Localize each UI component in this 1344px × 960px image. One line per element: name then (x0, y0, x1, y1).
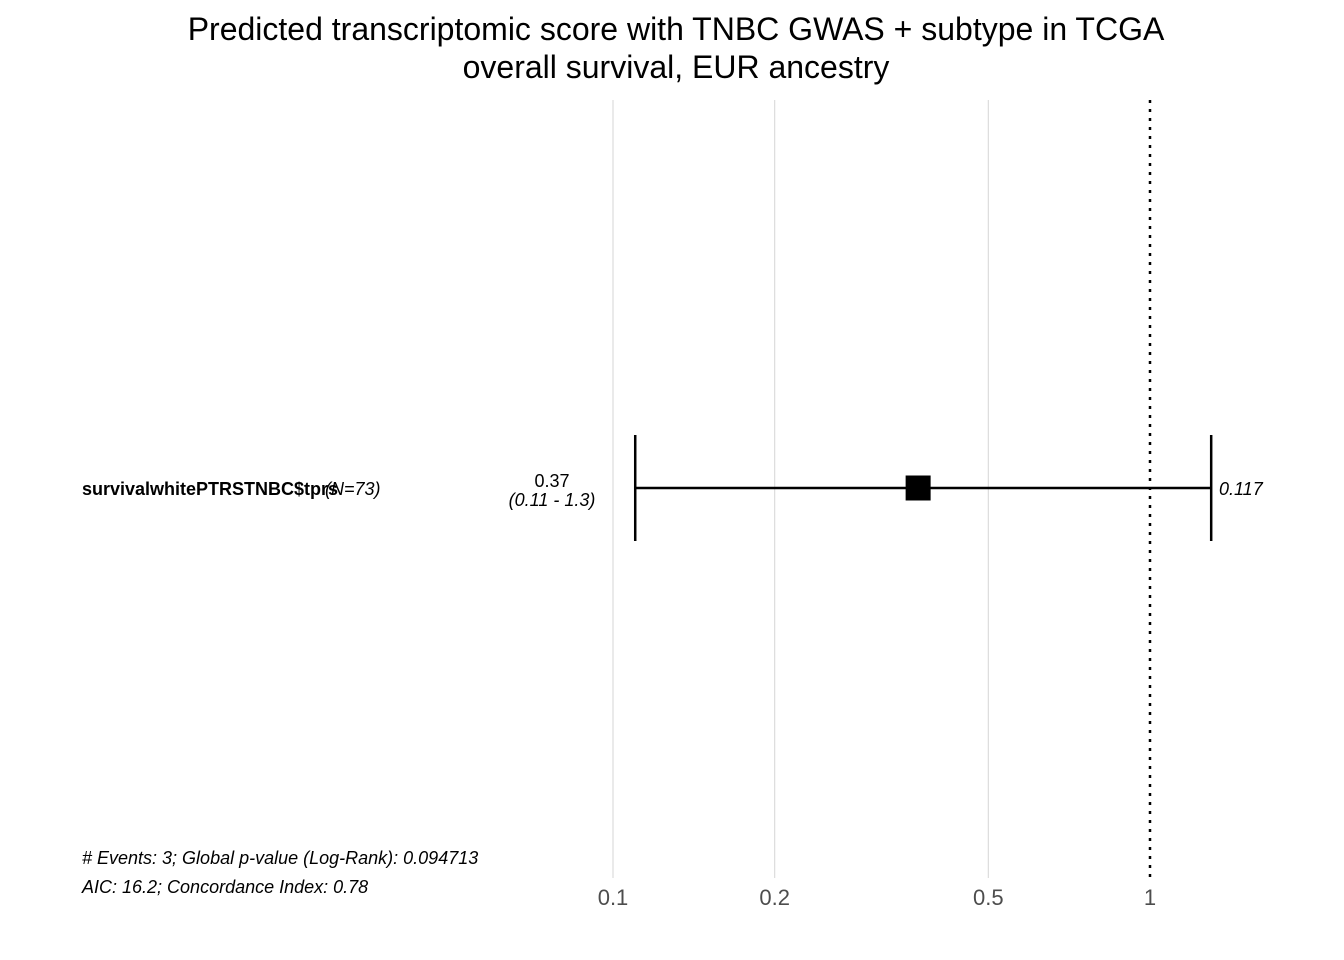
x-tick-label: 0.5 (973, 885, 1004, 910)
footnote-aic: AIC: 16.2; Concordance Index: 0.78 (81, 877, 368, 897)
x-tick-label: 1 (1144, 885, 1156, 910)
row-estimate-label: 0.37 (534, 471, 569, 491)
row-variable-label: survivalwhitePTRSTNBC$tprs (82, 479, 338, 499)
row-ci-label: (0.11 - 1.3) (509, 490, 596, 510)
chart-title-line-2: overall survival, EUR ancestry (463, 49, 890, 85)
row-n-label: (N=73) (325, 479, 381, 499)
x-tick-label: 0.1 (598, 885, 629, 910)
estimate-point (905, 475, 931, 501)
forest-rows: survivalwhitePTRSTNBC$tprs(N=73) 0.37(0.1… (82, 435, 1264, 541)
forest-row: survivalwhitePTRSTNBC$tprs(N=73) 0.37(0.1… (82, 435, 1264, 541)
chart-title-line-1: Predicted transcriptomic score with TNBC… (188, 11, 1165, 47)
x-tick-label: 0.2 (759, 885, 790, 910)
footnote-events: # Events: 3; Global p-value (Log-Rank): … (82, 848, 478, 868)
row-p-label: 0.117 (1219, 479, 1264, 499)
x-axis-ticks: 0.1 0.2 0.5 1 (598, 885, 1156, 910)
